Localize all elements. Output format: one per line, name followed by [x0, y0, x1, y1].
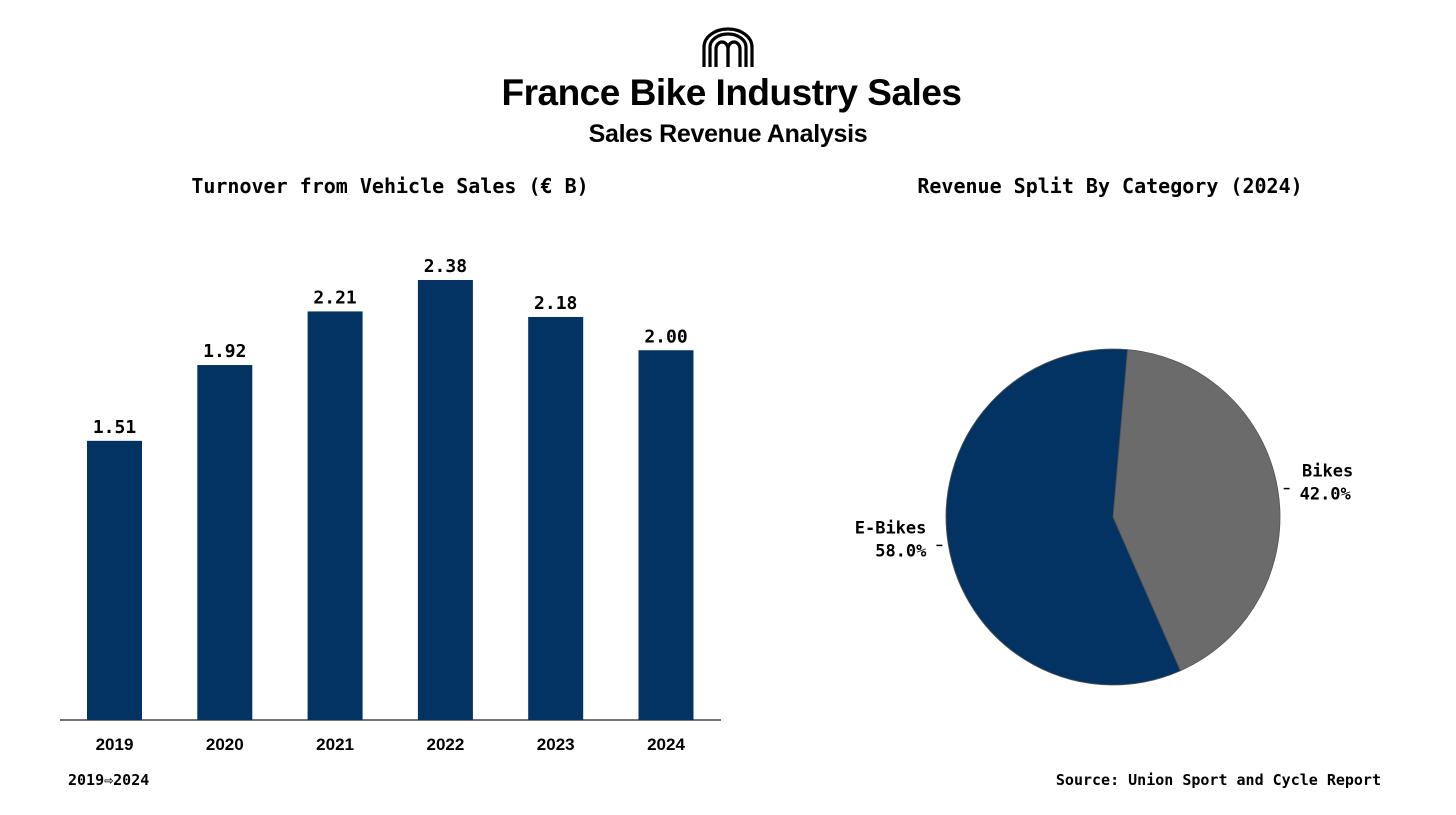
- bar-chart: 1.51 2019 1.92 2020 2.21 2021 2.38 2022 2.18 2023…: [60, 256, 721, 754]
- page-title: France Bike Industry Sales: [501, 72, 962, 113]
- pie-label: E-Bikes: [855, 518, 927, 538]
- bar-value-label: 1.51: [93, 417, 136, 438]
- pie-pct-label: 42.0%: [1300, 485, 1352, 505]
- bar-2023: [528, 316, 584, 720]
- bar-2021: [307, 311, 363, 720]
- x-tick-label: 2019: [96, 735, 134, 754]
- bar-2020: [197, 365, 253, 720]
- bar-2024: [638, 350, 694, 720]
- bar-value-label: 2.38: [424, 256, 467, 277]
- bar-2022: [417, 280, 473, 720]
- bar-value-label: 1.92: [203, 341, 246, 362]
- pie-label: Bikes: [1302, 462, 1353, 482]
- bar-value-label: 2.21: [313, 287, 356, 308]
- x-tick-label: 2020: [206, 735, 244, 754]
- page-subtitle: Sales Revenue Analysis: [588, 120, 868, 148]
- date-range-label: 2019⇨2024: [68, 771, 150, 789]
- pie-chart: Bikes 42.0% E-Bikes 58.0%: [855, 348, 1353, 686]
- bar-2019: [87, 440, 142, 720]
- x-tick-label: 2022: [426, 735, 464, 754]
- x-tick-label: 2024: [647, 735, 685, 754]
- pie-slice-e-bikes: [945, 348, 1181, 686]
- bar-value-label: 2.18: [534, 293, 577, 314]
- bar-value-label: 2.00: [644, 326, 687, 347]
- pie-chart-title: Revenue Split By Category (2024): [917, 174, 1303, 198]
- bar-chart-title: Turnover from Vehicle Sales (€ B): [191, 174, 589, 198]
- x-tick-label: 2023: [537, 735, 575, 754]
- pie-pct-label: 58.0%: [875, 541, 927, 561]
- x-tick-label: 2021: [316, 735, 354, 754]
- pie-slice-bikes: [1112, 349, 1281, 672]
- arches-logo-icon: [702, 27, 754, 67]
- source-note: Source: Union Sport and Cycle Report: [1055, 771, 1381, 789]
